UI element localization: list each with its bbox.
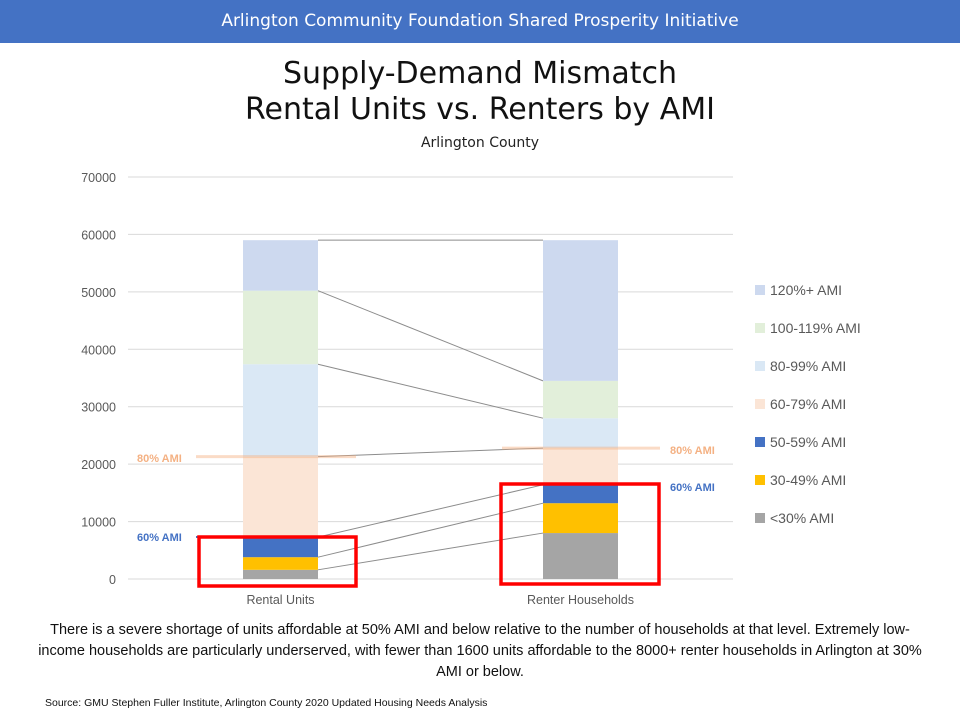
- legend-label: 60-79% AMI: [770, 396, 846, 412]
- ami60-right-label: 60% AMI: [670, 482, 715, 494]
- bar-segment: [243, 240, 318, 291]
- legend-swatch: [755, 399, 765, 409]
- bar-segment: [243, 569, 318, 579]
- bar-segment: [243, 456, 318, 538]
- series-line: [317, 484, 544, 538]
- series-lines: [317, 239, 544, 571]
- bar-segment: [543, 533, 618, 579]
- highlight-box-rental-units: [197, 535, 358, 588]
- legend-label: 120%+ AMI: [770, 282, 842, 298]
- y-axis: 0 10000 20000 30000 40000 50000 60000 70000: [81, 171, 116, 587]
- legend: 120%+ AMI 100-119% AMI 80-99% AMI 60-79% AM…: [755, 282, 861, 526]
- y-tick-label: 70000: [81, 171, 116, 185]
- gridlines: [128, 176, 733, 580]
- header-banner: Arlington Community Foundation Shared Pr…: [0, 0, 960, 43]
- bar-segment: [243, 557, 318, 570]
- legend-swatch: [755, 323, 765, 333]
- chart-title-line1: Supply-Demand Mismatch: [282, 56, 677, 91]
- ami60-left-label: 60% AMI: [137, 532, 182, 544]
- bars: [243, 240, 618, 579]
- bar-segment: [243, 364, 318, 457]
- y-tick-label: 30000: [81, 401, 116, 415]
- y-tick-label: 10000: [81, 516, 116, 530]
- bar-segment: [543, 380, 618, 419]
- legend-label: <30% AMI: [770, 510, 834, 526]
- y-tick-label: 0: [109, 573, 116, 587]
- legend-swatch: [755, 475, 765, 485]
- series-line: [317, 290, 544, 382]
- legend-label: 80-99% AMI: [770, 358, 846, 374]
- ami80-left-label: 80% AMI: [137, 453, 182, 465]
- bar-segment: [543, 448, 618, 485]
- y-tick-label: 60000: [81, 228, 116, 242]
- x-tick-label: Renter Households: [527, 593, 634, 607]
- series-line: [317, 447, 544, 458]
- y-tick-label: 20000: [81, 458, 116, 472]
- legend-swatch: [755, 285, 765, 295]
- highlight-box-renter-households: [499, 482, 661, 586]
- y-tick-label: 50000: [81, 286, 116, 300]
- legend-label: 30-49% AMI: [770, 472, 846, 488]
- legend-swatch: [755, 361, 765, 371]
- stacked-bar-chart: 0 10000 20000 30000 40000 50000 60000 70000 Ren…: [81, 171, 861, 607]
- caption-text: There is a severe shortage of units affo…: [38, 622, 922, 680]
- bar-segment: [543, 484, 618, 504]
- x-axis: Rental Units Renter Households: [246, 593, 634, 607]
- bar-segment: [543, 503, 618, 534]
- y-tick-label: 40000: [81, 343, 116, 357]
- bar-segment: [243, 537, 318, 558]
- ami80-right-label: 80% AMI: [670, 445, 715, 457]
- bar-segment: [543, 418, 618, 449]
- chart-title-line2: Rental Units vs. Renters by AMI: [245, 92, 715, 127]
- legend-label: 50-59% AMI: [770, 434, 846, 450]
- legend-swatch: [755, 513, 765, 523]
- chart-title: Supply-Demand Mismatch Rental Units vs. …: [0, 56, 960, 128]
- series-line: [317, 363, 544, 419]
- legend-swatch: [755, 437, 765, 447]
- x-tick-label: Rental Units: [246, 593, 314, 607]
- chart-subtitle: Arlington County: [420, 135, 540, 151]
- source-note: Source: GMU Stephen Fuller Institute, Ar…: [45, 697, 488, 709]
- legend-label: 100-119% AMI: [770, 320, 861, 336]
- bar-segment: [543, 240, 618, 381]
- annotations: 80% AMI 60% AMI 80% AMI 60% AMI: [137, 445, 715, 588]
- bar-segment: [243, 290, 318, 365]
